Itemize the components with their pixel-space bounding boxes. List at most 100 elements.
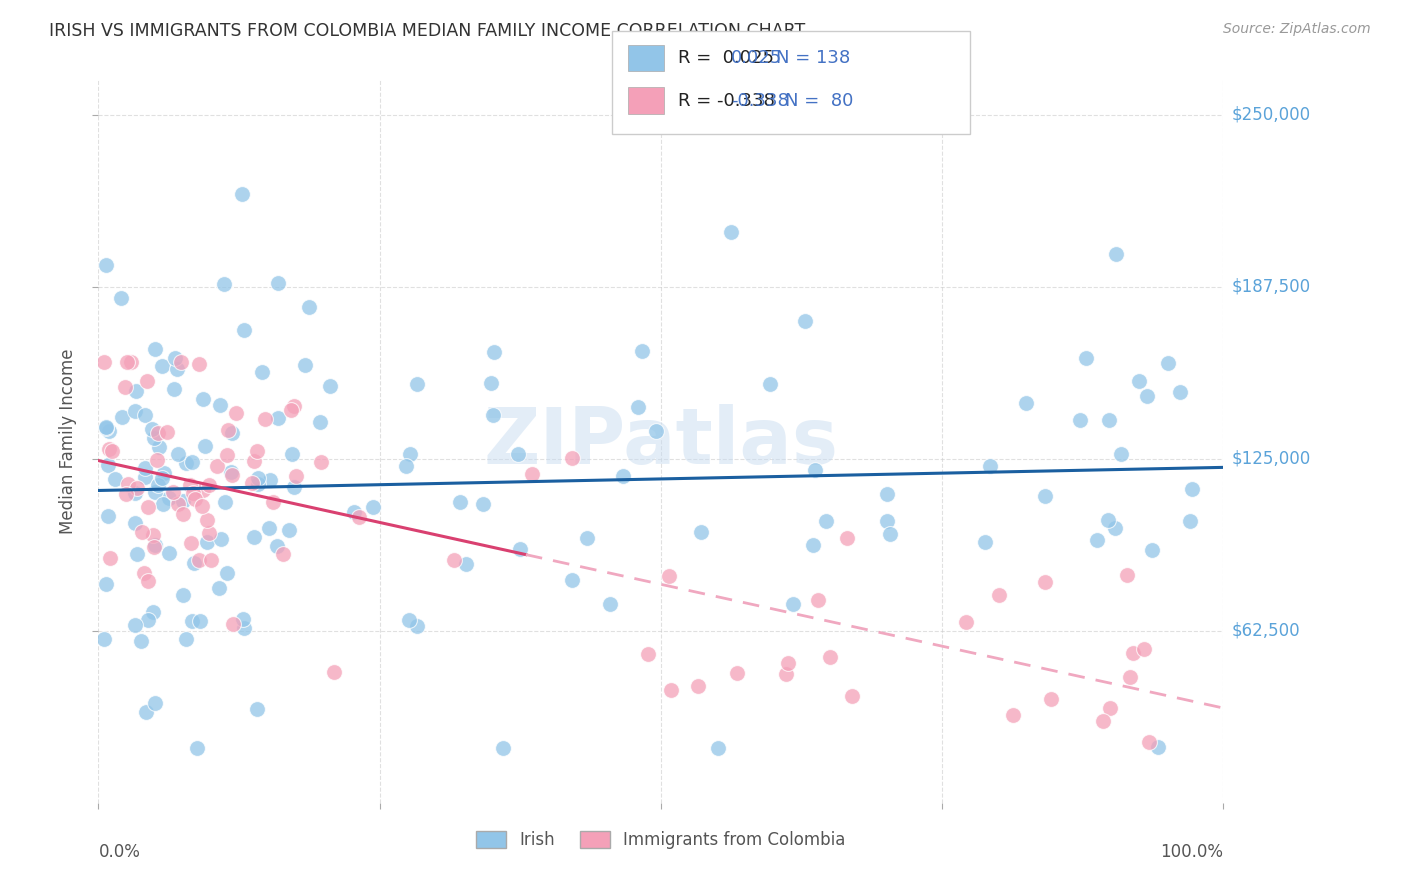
Point xyxy=(181,486,204,500)
Point xyxy=(136,500,159,515)
Point xyxy=(231,186,253,201)
Point xyxy=(143,538,166,552)
Point xyxy=(162,485,184,500)
Point xyxy=(987,588,1010,602)
Point xyxy=(163,351,186,365)
Point xyxy=(285,468,308,483)
Point xyxy=(174,456,197,470)
Point xyxy=(191,483,214,497)
Point xyxy=(1097,513,1119,527)
Point xyxy=(170,355,193,369)
Point xyxy=(131,525,153,540)
Point xyxy=(143,696,166,710)
Point xyxy=(114,380,136,394)
Point xyxy=(246,702,269,716)
Point xyxy=(247,476,270,491)
Point xyxy=(1085,533,1108,548)
Point xyxy=(180,614,202,628)
Point xyxy=(278,524,301,538)
Point xyxy=(280,403,302,417)
Point xyxy=(184,492,207,507)
Point xyxy=(134,469,156,483)
Point xyxy=(645,424,668,438)
Legend: Irish, Immigrants from Colombia: Irish, Immigrants from Colombia xyxy=(470,824,852,856)
Text: $125,000: $125,000 xyxy=(1232,450,1310,467)
Text: R = -0.338: R = -0.338 xyxy=(678,92,775,110)
Point xyxy=(1105,246,1128,260)
Point xyxy=(179,477,201,491)
Point xyxy=(522,467,544,482)
Point xyxy=(561,573,583,587)
Point xyxy=(98,551,121,566)
Text: N =  80: N = 80 xyxy=(785,92,853,110)
Point xyxy=(479,376,502,390)
Text: 0.0%: 0.0% xyxy=(98,843,141,861)
Point xyxy=(484,345,506,359)
Point xyxy=(627,400,650,414)
Point xyxy=(143,431,166,445)
Point xyxy=(454,558,477,572)
Point xyxy=(343,505,366,519)
Point xyxy=(776,656,799,670)
Point xyxy=(254,411,277,425)
Point xyxy=(143,342,166,356)
Point xyxy=(1156,356,1178,370)
Point xyxy=(690,525,713,540)
Point xyxy=(150,359,173,373)
Point xyxy=(208,581,231,595)
Point xyxy=(198,526,221,541)
Point xyxy=(1115,568,1137,582)
Point xyxy=(194,439,217,453)
Point xyxy=(146,425,169,440)
Point xyxy=(191,499,214,513)
Point xyxy=(142,540,165,554)
Point xyxy=(443,553,465,567)
Point xyxy=(157,546,180,560)
Point xyxy=(221,467,243,482)
Point xyxy=(492,740,515,755)
Point xyxy=(195,535,218,549)
Point xyxy=(143,485,166,500)
Point xyxy=(142,528,165,542)
Point xyxy=(127,547,149,561)
Point xyxy=(267,410,290,425)
Point xyxy=(815,514,838,528)
Point xyxy=(801,538,824,552)
Point xyxy=(135,705,157,719)
Point xyxy=(1119,670,1142,684)
Point xyxy=(298,300,321,314)
Point xyxy=(259,473,281,487)
Point xyxy=(129,634,152,648)
Point xyxy=(127,482,149,496)
Point xyxy=(759,376,782,391)
Point xyxy=(94,421,117,435)
Point xyxy=(876,514,898,528)
Point xyxy=(449,494,471,508)
Point xyxy=(1178,514,1201,528)
Point xyxy=(167,447,190,461)
Point xyxy=(720,225,742,239)
Point xyxy=(124,403,146,417)
Point xyxy=(94,576,117,591)
Point xyxy=(1002,708,1025,723)
Point xyxy=(115,355,138,369)
Point xyxy=(97,509,120,524)
Point xyxy=(94,420,117,434)
Text: 0.025: 0.025 xyxy=(731,49,782,67)
Point xyxy=(186,740,208,755)
Point xyxy=(117,476,139,491)
Point xyxy=(807,592,830,607)
Point xyxy=(979,459,1001,474)
Point xyxy=(707,740,730,755)
Point xyxy=(243,454,266,468)
Point xyxy=(93,632,115,647)
Point xyxy=(219,465,242,479)
Point xyxy=(319,378,342,392)
Point xyxy=(394,458,416,473)
Point xyxy=(208,398,231,412)
Point xyxy=(217,448,239,462)
Point xyxy=(111,410,134,425)
Point xyxy=(1040,692,1063,706)
Point xyxy=(134,408,156,422)
Point xyxy=(686,679,709,693)
